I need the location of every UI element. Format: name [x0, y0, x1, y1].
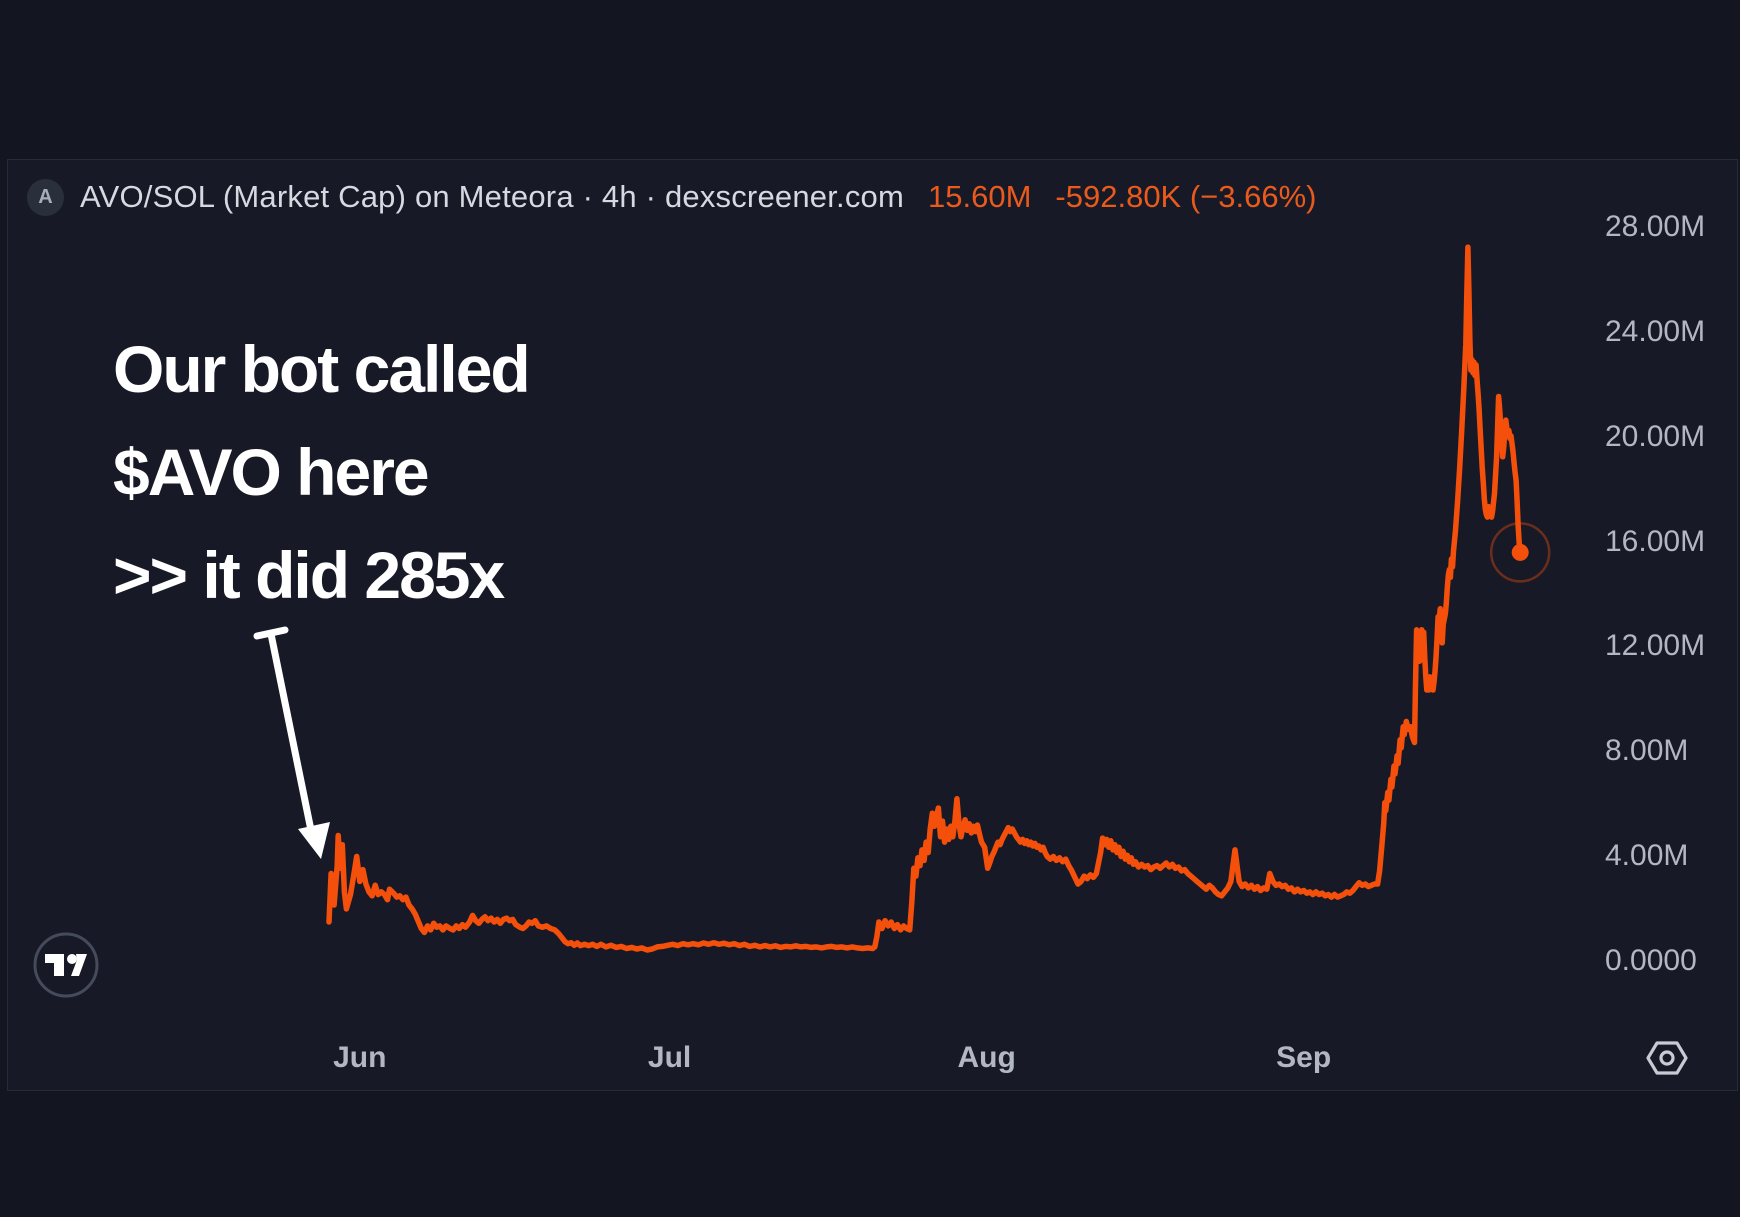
price-axis-label: 4.00M — [1605, 839, 1689, 873]
price-axis-label: 0.0000 — [1605, 944, 1697, 977]
symbol-title: AVO/SOL (Market Cap) on Meteora · 4h · d… — [80, 179, 905, 214]
token-avatar: A — [27, 178, 64, 216]
price-axis-label: 24.00M — [1605, 314, 1706, 348]
annotation-line-3: >> it did 285x — [113, 538, 505, 612]
price-axis-label: 16.00M — [1605, 524, 1706, 558]
price-axis-label: 28.00M — [1605, 210, 1706, 244]
price-axis-label: 12.00M — [1605, 629, 1706, 663]
annotation-text: Our bot called $AVO here >> it did 285x — [113, 318, 531, 627]
token-avatar-letter: A — [38, 185, 53, 208]
price-axis-label: 8.00M — [1605, 734, 1689, 768]
price-change-value: -592.80K (−3.66%) — [1055, 179, 1317, 214]
chart-legend-header: A AVO/SOL (Market Cap) on Meteora · 4h ·… — [27, 178, 1317, 216]
tradingview-logo[interactable] — [31, 930, 101, 1000]
time-axis-label: Aug — [957, 1041, 1016, 1074]
price-axis-label: 20.00M — [1605, 419, 1706, 453]
time-axis-label: Jun — [333, 1041, 387, 1074]
time-axis-label: Jul — [647, 1041, 692, 1074]
annotation-line-2: $AVO here — [113, 435, 430, 509]
annotation-line-1: Our bot called — [113, 332, 531, 406]
hexagon-nut-icon[interactable] — [1644, 1037, 1690, 1079]
time-axis-label: Sep — [1276, 1041, 1332, 1074]
last-price-value: 15.60M — [928, 179, 1032, 214]
